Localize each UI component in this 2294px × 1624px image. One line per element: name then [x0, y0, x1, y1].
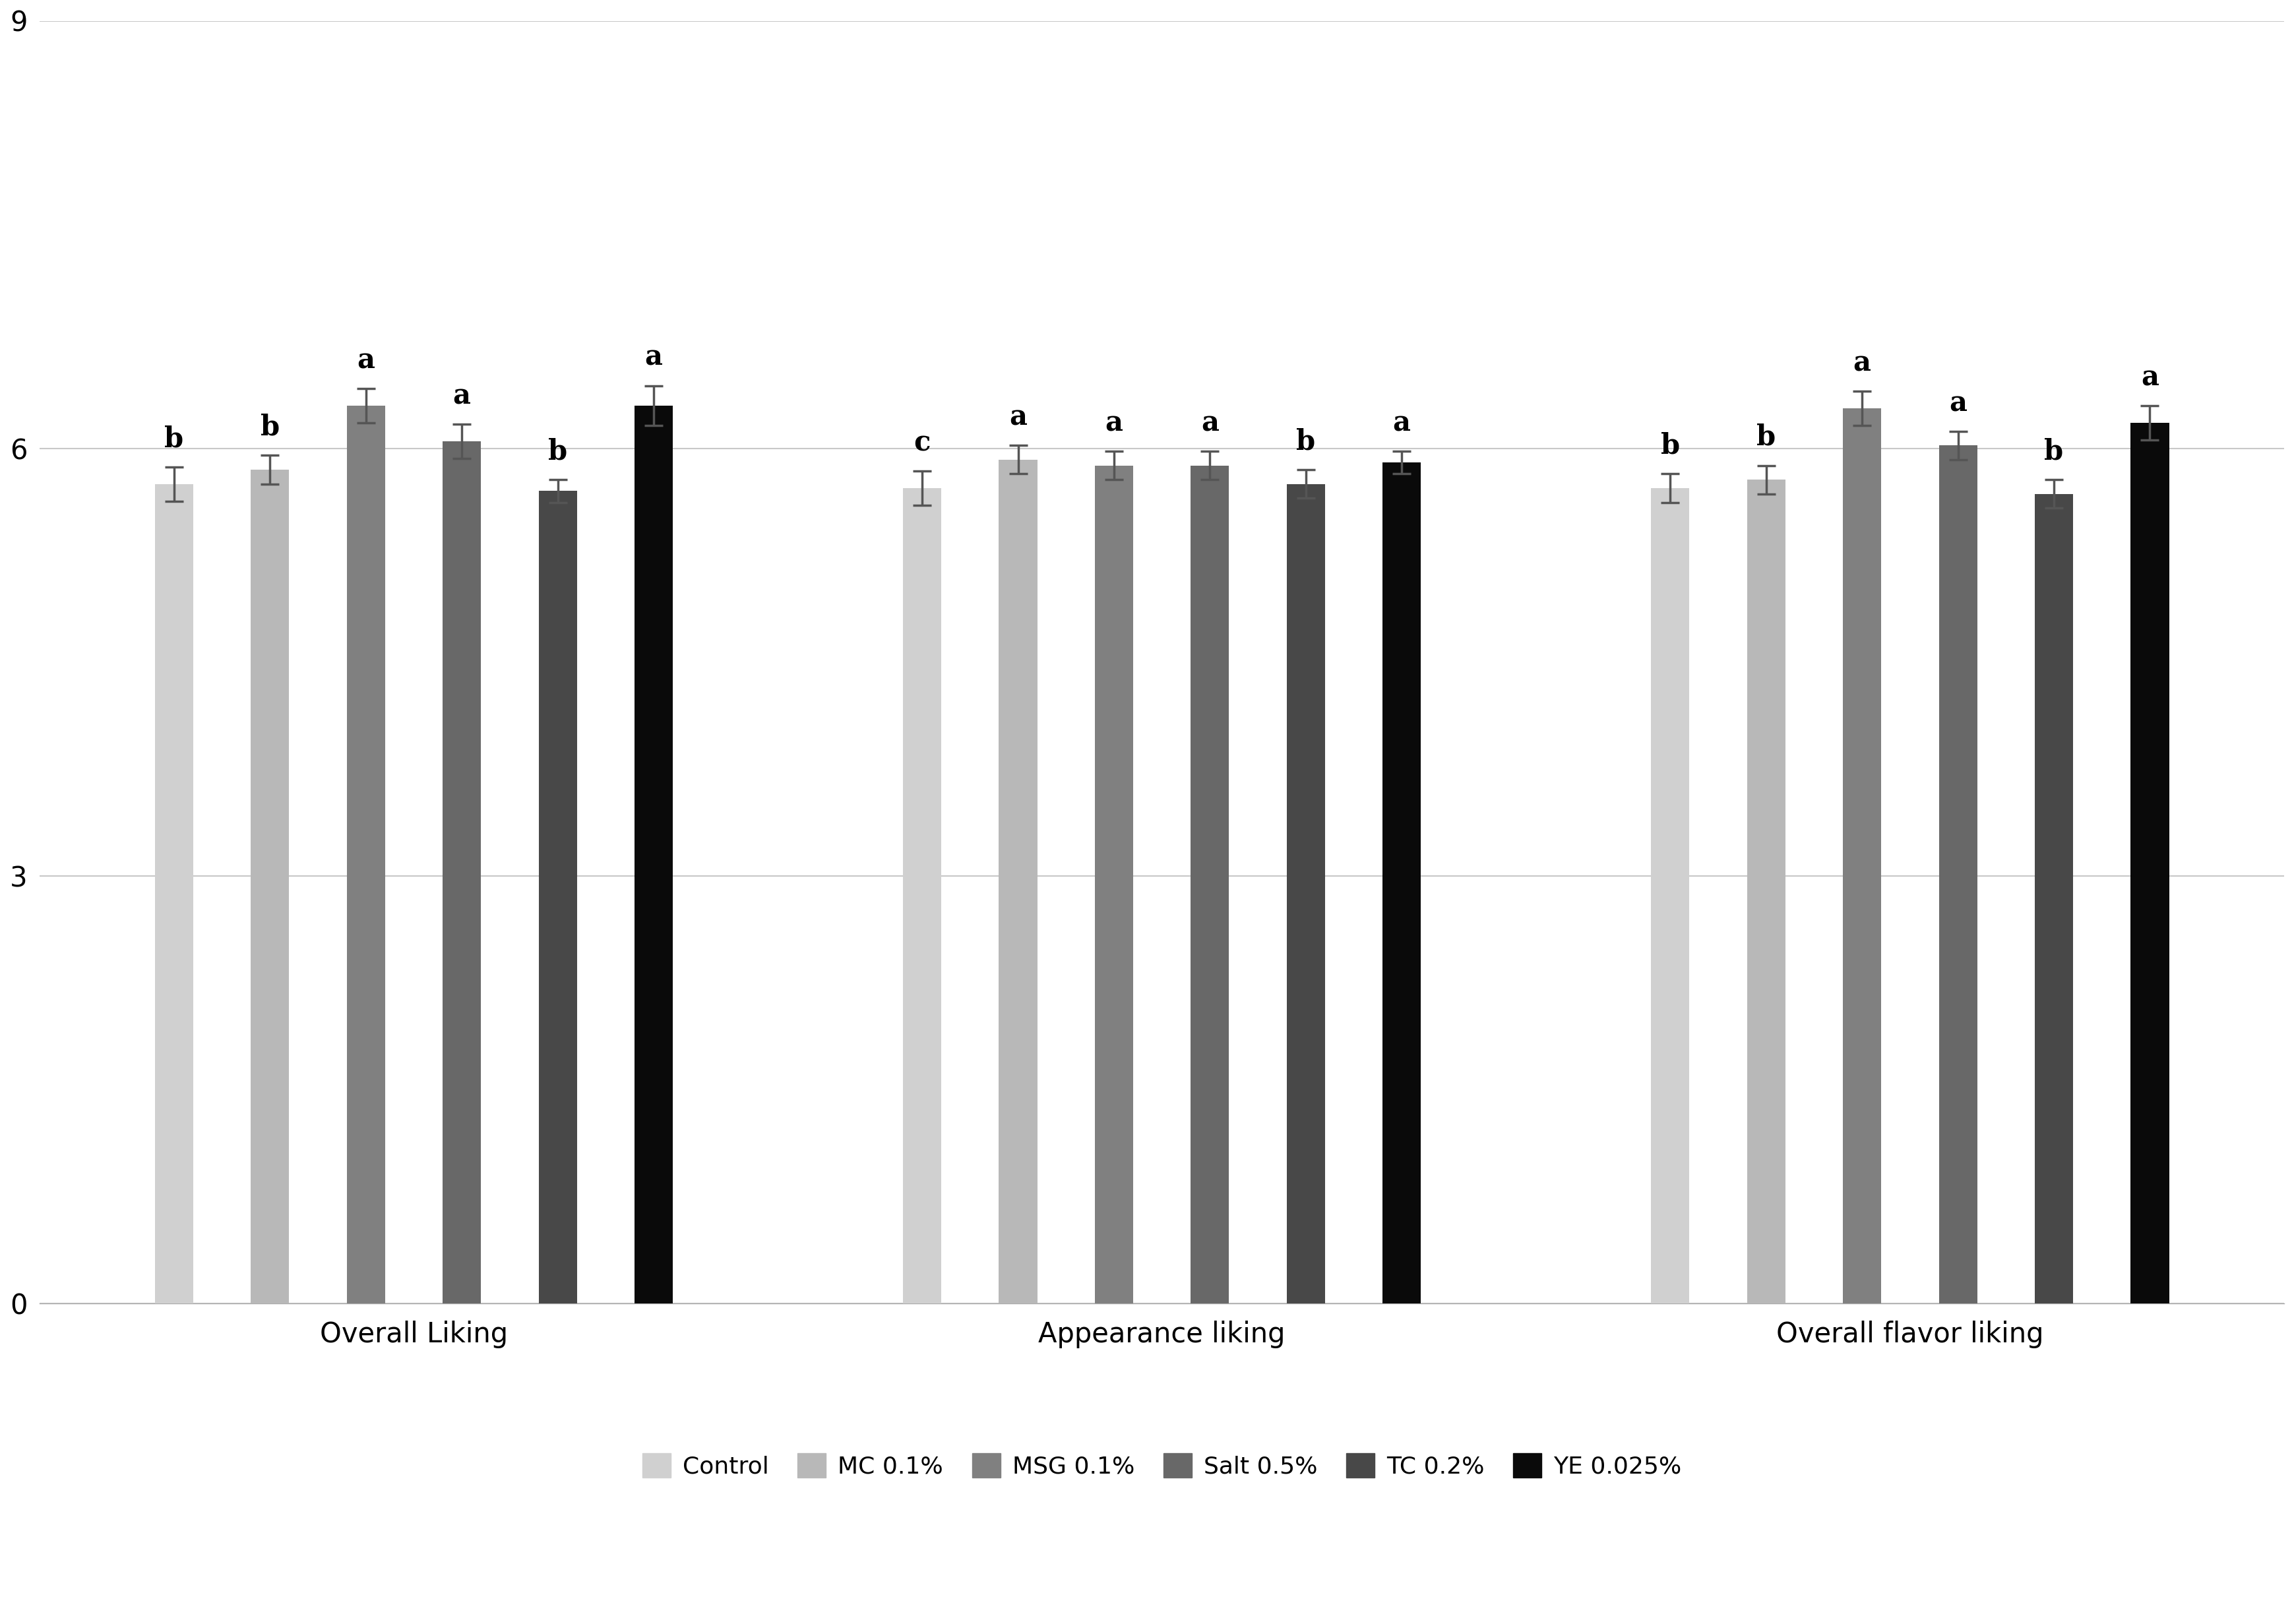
Text: c: c [913, 429, 931, 456]
Text: a: a [645, 344, 663, 372]
Bar [1652, 489, 1688, 1304]
Bar [1287, 484, 1326, 1304]
Text: a: a [2140, 364, 2159, 391]
Bar [1748, 479, 1785, 1304]
Text: b: b [548, 438, 567, 466]
Legend: Control, MC 0.1%, MSG 0.1%, Salt 0.5%, TC 0.2%, YE 0.025%: Control, MC 0.1%, MSG 0.1%, Salt 0.5%, T… [633, 1444, 1691, 1488]
Bar [1383, 463, 1420, 1304]
Text: b: b [1296, 427, 1314, 455]
Bar [2131, 422, 2170, 1304]
Text: b: b [165, 425, 184, 453]
Bar [346, 406, 385, 1304]
Text: b: b [1661, 432, 1679, 460]
Bar [1094, 466, 1133, 1304]
Text: a: a [1202, 409, 1218, 437]
Bar [2035, 494, 2074, 1304]
Bar [156, 484, 193, 1304]
Bar [904, 489, 941, 1304]
Bar [1938, 445, 1977, 1304]
Bar [539, 490, 576, 1304]
Bar [635, 406, 672, 1304]
Text: a: a [452, 382, 470, 409]
Text: b: b [1757, 424, 1776, 451]
Text: a: a [358, 346, 374, 374]
Bar [443, 442, 482, 1304]
Text: b: b [2044, 438, 2065, 466]
Bar [998, 460, 1037, 1304]
Bar [1191, 466, 1230, 1304]
Bar [1842, 408, 1881, 1304]
Text: a: a [1009, 403, 1028, 432]
Bar [250, 469, 289, 1304]
Text: a: a [1950, 390, 1966, 417]
Text: a: a [1106, 409, 1124, 437]
Text: b: b [262, 414, 280, 442]
Text: a: a [1392, 409, 1411, 437]
Text: a: a [1854, 349, 1872, 377]
